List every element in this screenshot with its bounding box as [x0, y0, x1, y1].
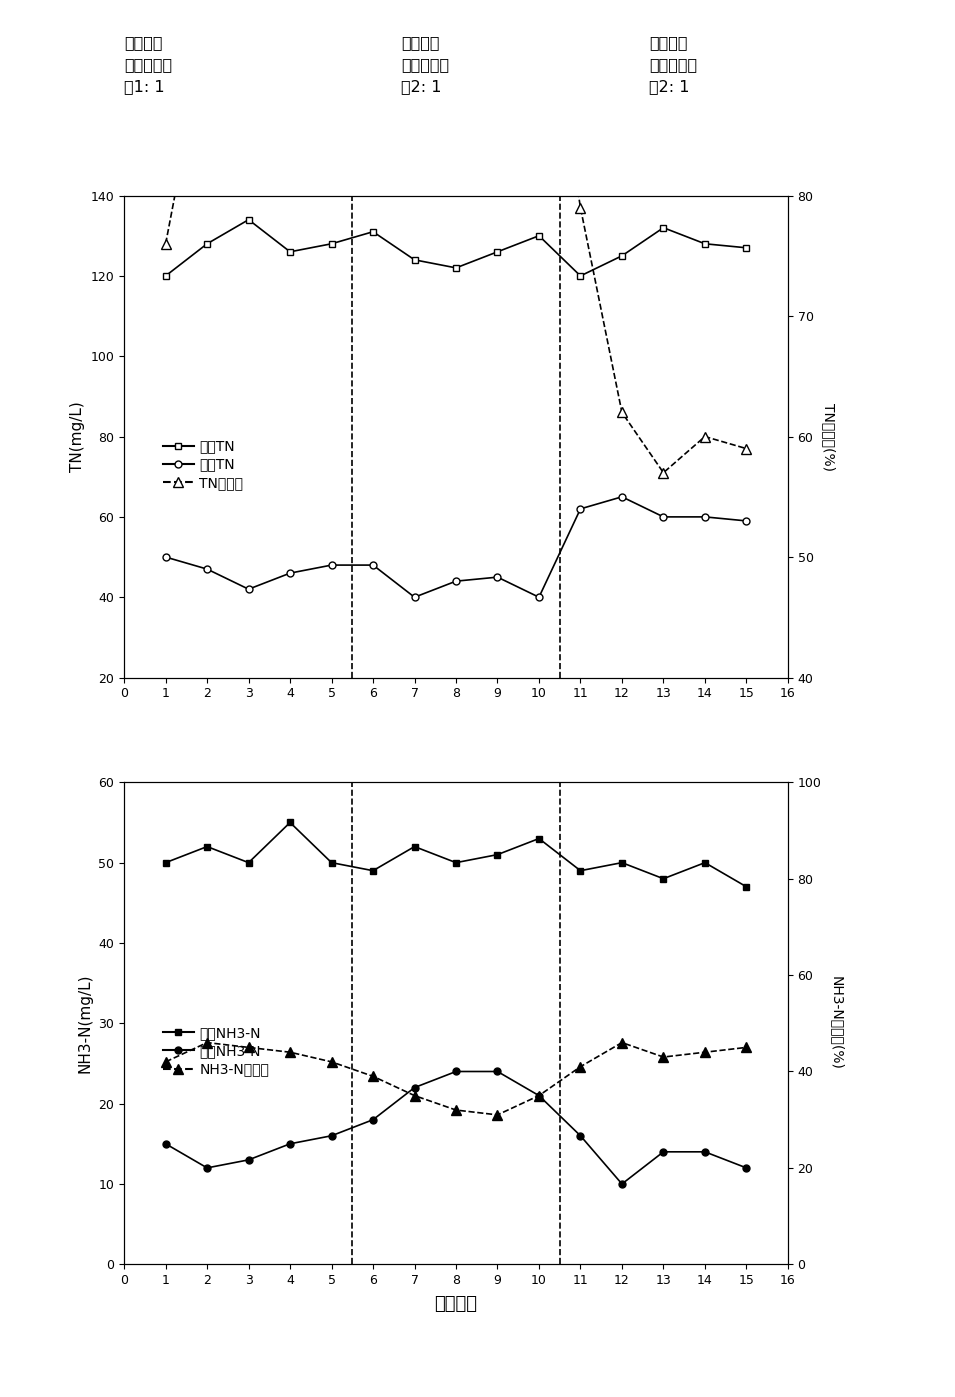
Text: 通水时间
与曝气时间
比1: 1: 通水时间 与曝气时间 比1: 1	[124, 35, 172, 95]
Legend: 进水TN, 出水TN, TN去除率: 进水TN, 出水TN, TN去除率	[158, 434, 249, 496]
Y-axis label: TN(mg/L): TN(mg/L)	[70, 401, 85, 472]
Text: 通水时间
与曝气时间
比2: 1: 通水时间 与曝气时间 比2: 1	[649, 35, 697, 95]
Y-axis label: NH3-N(mg/L): NH3-N(mg/L)	[78, 974, 93, 1073]
Y-axis label: NH3-N去除率(%): NH3-N去除率(%)	[830, 977, 843, 1070]
Text: 通水时间
与曝气时间
比2: 1: 通水时间 与曝气时间 比2: 1	[401, 35, 449, 95]
Y-axis label: TN去除率(%): TN去除率(%)	[822, 402, 836, 471]
X-axis label: 运行天数: 运行天数	[435, 1295, 478, 1313]
Legend: 进水NH3-N, 出水NH3-N, NH3-N去除率: 进水NH3-N, 出水NH3-N, NH3-N去除率	[158, 1021, 275, 1083]
